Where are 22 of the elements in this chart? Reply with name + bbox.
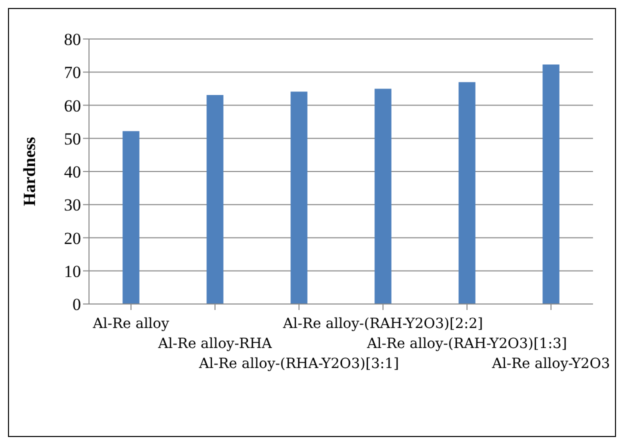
- y-tick-label: 30: [64, 196, 81, 215]
- bar: [290, 92, 308, 304]
- bar: [542, 64, 560, 304]
- bar: [374, 88, 392, 304]
- y-tick-label: 80: [64, 30, 81, 50]
- y-tick-label: 50: [64, 129, 81, 148]
- bar: [206, 94, 224, 304]
- x-tick-label: Al-Re alloy: [92, 316, 170, 332]
- y-tick-label: 20: [64, 228, 81, 248]
- y-tick-label: 0: [72, 295, 81, 314]
- bar: [458, 82, 476, 304]
- y-tick-label: 10: [64, 262, 81, 281]
- x-tick-label: Al-Re alloy-Y2O3: [491, 356, 610, 372]
- x-tick-label: Al-Re alloy-(RAH-Y2O3)[1:3]: [366, 336, 567, 352]
- bar: [122, 131, 140, 304]
- y-tick-label: 70: [64, 63, 81, 82]
- y-axis-title: Hardness: [20, 136, 40, 206]
- x-tick-label: Al-Re alloy-(RAH-Y2O3)[2:2]: [282, 316, 483, 332]
- y-tick-label: 40: [64, 162, 81, 182]
- x-tick-label: Al-Re alloy-(RHA-Y2O3)[3:1]: [198, 356, 399, 372]
- x-tick-label: Al-Re alloy-RHA: [157, 336, 273, 352]
- y-tick-label: 60: [64, 96, 81, 116]
